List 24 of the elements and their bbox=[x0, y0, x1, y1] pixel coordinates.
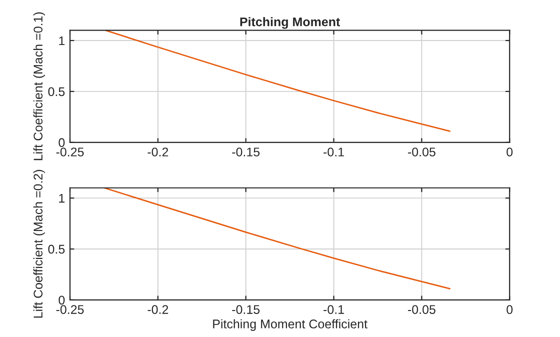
x-tick-label: -0.1 bbox=[324, 305, 344, 314]
y-tick-label: 0 bbox=[58, 296, 65, 305]
y-tick-label: 1 bbox=[59, 194, 65, 203]
x-tick-label: -0.25 bbox=[56, 305, 84, 314]
x-tick-label: -0.05 bbox=[408, 148, 436, 156]
x-tick-label: -0.15 bbox=[232, 148, 260, 156]
x-tick-label: -0.1 bbox=[324, 148, 344, 156]
y-tick-label: 0.5 bbox=[48, 244, 65, 254]
chart-title: Pitching Moment bbox=[240, 17, 340, 29]
line-series bbox=[104, 30, 451, 132]
y-axis-title: Lift Coefficient (Mach =0.1) bbox=[33, 12, 45, 160]
y-tick-label: 0 bbox=[58, 138, 65, 148]
y-tick-label: 1 bbox=[59, 36, 65, 46]
x-tick-label: -0.25 bbox=[56, 148, 84, 156]
x-tick-label: -0.05 bbox=[408, 305, 436, 314]
x-tick-label: 0 bbox=[506, 305, 513, 314]
x-tick-label: -0.2 bbox=[148, 305, 168, 314]
x-tick-label: -0.2 bbox=[148, 148, 168, 156]
x-tick-label: -0.15 bbox=[232, 305, 260, 314]
y-tick-label: 0.5 bbox=[48, 87, 65, 96]
y-axis-title: Lift Coefficient (Mach =0.2) bbox=[33, 170, 45, 318]
line-series bbox=[104, 188, 451, 290]
x-tick-label: 0 bbox=[506, 148, 513, 156]
x-axis-title: Pitching Moment Coefficient bbox=[213, 319, 368, 331]
